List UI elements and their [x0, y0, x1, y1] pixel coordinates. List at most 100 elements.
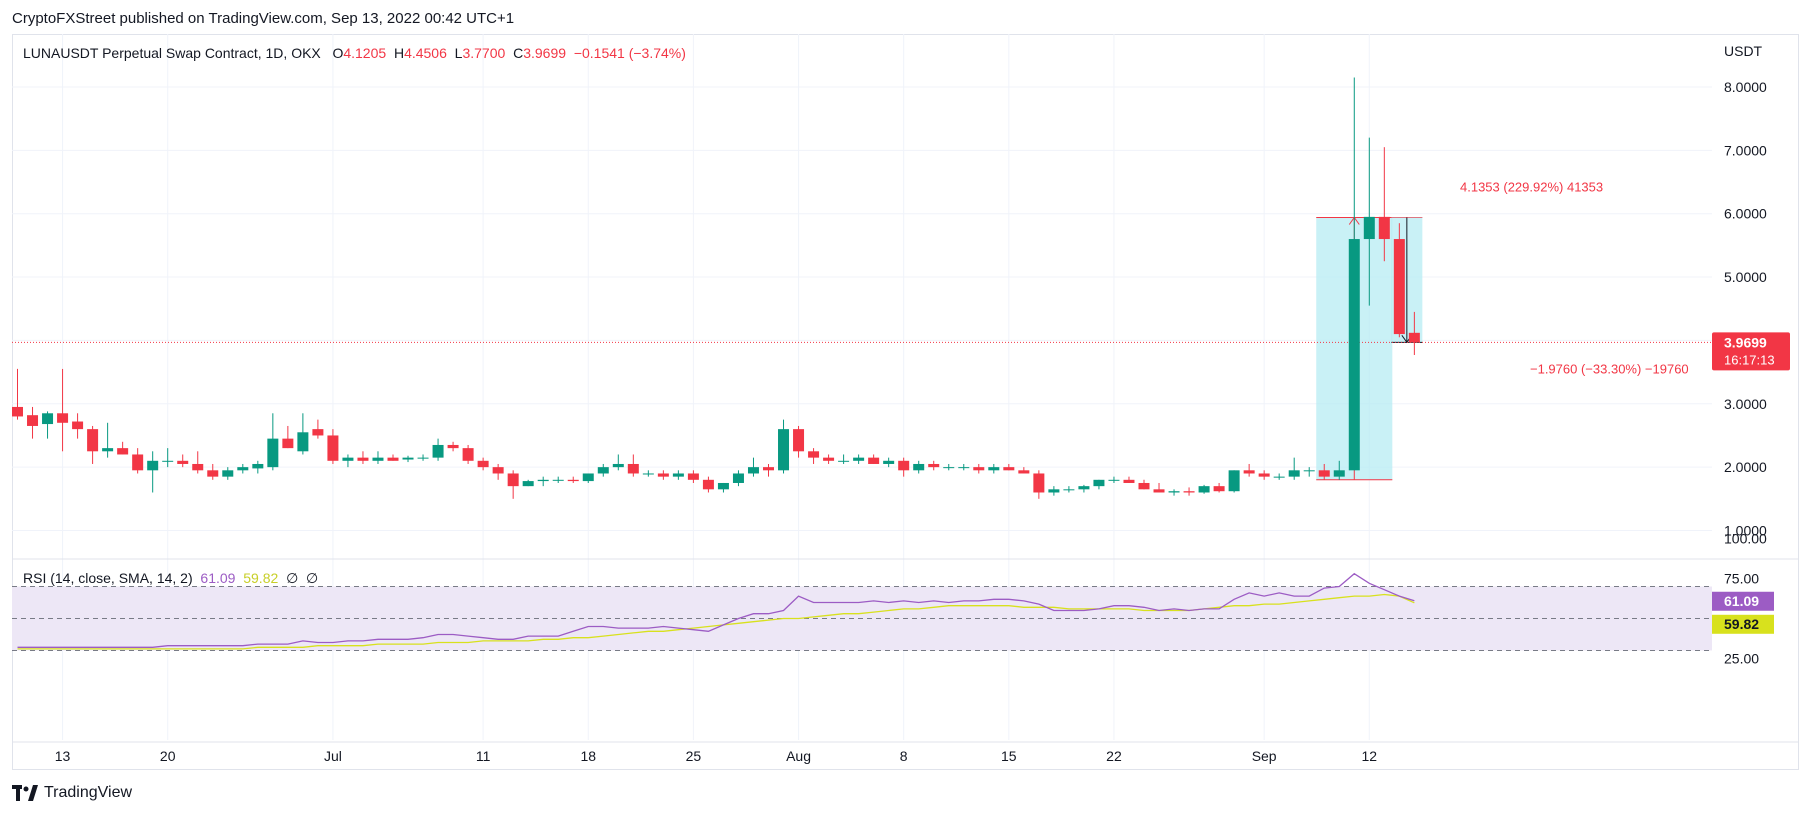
candle-body	[943, 467, 955, 469]
candle-body	[672, 473, 684, 477]
candle	[1048, 486, 1060, 496]
candle	[747, 457, 759, 477]
candle-body	[657, 473, 669, 477]
rsi-tick-label: 25.00	[1724, 651, 1759, 667]
candle-body	[1348, 239, 1360, 471]
candle-body	[552, 479, 564, 481]
candle	[42, 411, 54, 439]
candle-body	[808, 451, 820, 458]
candle	[1108, 476, 1120, 483]
candle-body	[162, 460, 174, 462]
candle	[958, 463, 970, 471]
candle-body	[1408, 332, 1420, 343]
candle	[357, 451, 369, 464]
candle-body	[432, 444, 444, 458]
rsi-band	[12, 586, 1712, 651]
candle-body	[357, 457, 369, 461]
candle-body	[853, 457, 865, 461]
time-tick-label: 22	[1106, 748, 1122, 764]
candle	[1228, 470, 1240, 493]
candle-body	[417, 457, 429, 459]
candle-body	[1273, 476, 1285, 478]
candle-body	[222, 470, 234, 477]
price-tick-label: 1.0000	[1724, 523, 1767, 539]
time-tick-label: 18	[580, 748, 596, 764]
close-value: 3.9699	[523, 45, 567, 61]
candle	[627, 454, 639, 477]
candle	[462, 444, 474, 464]
candle-body	[72, 421, 84, 430]
candle	[1153, 482, 1165, 493]
candle-body	[1243, 470, 1255, 474]
candle-body	[642, 473, 654, 475]
candle-body	[447, 444, 459, 449]
candle	[327, 429, 339, 464]
candle	[447, 441, 459, 452]
price-legend: LUNAUSDT Perpetual Swap Contract, 1D, OK…	[23, 45, 686, 61]
chart-frame	[12, 34, 1799, 770]
candle-body	[988, 467, 1000, 471]
time-tick-label: 25	[686, 748, 702, 764]
candle-body	[763, 467, 774, 471]
time-tick-label: Jul	[324, 748, 342, 764]
low-value: 3.7700	[462, 45, 506, 61]
candle	[87, 425, 99, 464]
symbol-title: LUNAUSDT Perpetual Swap Contract, 1D, OK…	[23, 45, 321, 61]
rsi-value-badge	[1712, 591, 1774, 611]
candle	[1033, 470, 1045, 499]
candle-body	[477, 460, 489, 468]
candle-body	[1018, 470, 1030, 474]
candle-body	[402, 457, 414, 460]
candle	[732, 470, 744, 487]
candle-body	[1318, 470, 1330, 477]
candle-body	[627, 463, 639, 474]
candle	[778, 419, 790, 474]
candle	[717, 482, 729, 493]
candle-body	[492, 467, 504, 474]
candle-body	[312, 429, 324, 436]
candle-body	[372, 457, 384, 461]
candle-body	[1033, 473, 1045, 493]
candle	[282, 425, 294, 449]
candle	[868, 454, 880, 464]
candle-body	[462, 448, 474, 461]
footer[interactable]: TradingView	[12, 784, 132, 802]
candle-body	[1363, 216, 1375, 240]
low-label: L	[454, 45, 463, 61]
candle	[928, 460, 940, 471]
candle-body	[1288, 470, 1300, 477]
candle-body	[132, 454, 144, 471]
candle-body	[537, 479, 549, 482]
candle-body	[252, 463, 264, 469]
candle	[642, 470, 654, 477]
candle-body	[913, 463, 925, 471]
candle-body	[327, 435, 339, 461]
candle	[1303, 467, 1315, 477]
candle	[522, 479, 534, 487]
candle-body	[1078, 486, 1090, 490]
candle	[1273, 473, 1285, 480]
candle-body	[823, 457, 835, 461]
candle-body	[793, 429, 805, 452]
candle	[312, 419, 324, 439]
candle-body	[117, 448, 129, 455]
measure-boxes: 4.1353 (229.92%) 41353 −1.9760 (−33.30%) …	[12, 180, 1712, 481]
candle	[402, 455, 414, 463]
candle-body	[747, 467, 759, 474]
rsi-tick-label: 75.00	[1724, 571, 1759, 587]
candle	[147, 451, 159, 493]
candle	[1363, 137, 1375, 306]
candle	[883, 457, 895, 468]
candle	[1063, 486, 1075, 493]
candle	[1078, 484, 1090, 493]
time-tick-label: Aug	[786, 748, 811, 764]
rsi-line	[17, 572, 1415, 648]
candle-body	[12, 406, 23, 417]
change-value: −0.1541 (−3.74%)	[573, 45, 686, 61]
time-tick-label: 11	[476, 748, 491, 764]
candle	[1183, 487, 1195, 496]
candle	[207, 463, 219, 480]
long-measure-label: 4.1353 (229.92%) 41353	[1460, 180, 1603, 195]
candle-body	[687, 473, 699, 480]
